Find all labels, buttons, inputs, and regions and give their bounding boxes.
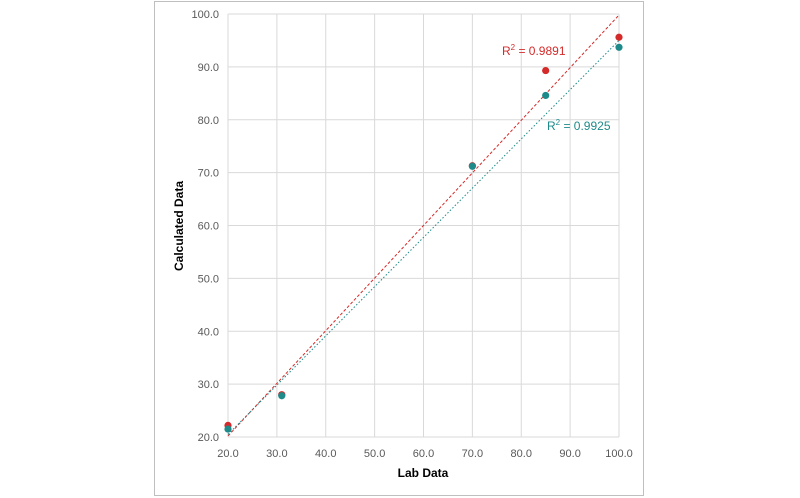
x-tick-label: 100.0	[605, 448, 633, 460]
data-point	[224, 425, 232, 433]
chart-frame	[154, 1, 644, 496]
y-tick-label: 70.0	[198, 168, 219, 180]
x-tick-label: 50.0	[364, 448, 385, 460]
data-point	[278, 392, 286, 400]
y-tick-label: 80.0	[198, 115, 219, 127]
y-tick-label: 100.0	[191, 9, 219, 21]
data-point	[542, 66, 550, 75]
x-tick-label: 60.0	[413, 448, 434, 460]
x-tick-label: 30.0	[266, 448, 287, 460]
y-tick-label: 90.0	[198, 62, 219, 74]
data-point	[615, 43, 623, 51]
x-tick-label: 90.0	[559, 448, 580, 460]
gridlines	[227, 13, 620, 438]
trendline-1	[227, 40, 620, 435]
r2-label-teal: R2 = 0.9925	[547, 118, 611, 133]
x-axis-title: Lab Data	[398, 466, 449, 480]
data-points	[224, 33, 623, 433]
y-tick-label: 60.0	[198, 221, 219, 233]
y-axis-title: Calculated Data	[172, 181, 186, 271]
trendlines	[227, 14, 620, 437]
r2-label-red: R2 = 0.9891	[502, 43, 566, 58]
tick-labels: 20.0 30.0 40.0 50.0 60.0 70.0 80.0 90.0 100.0 20.…	[191, 9, 632, 460]
y-tick-label: 20.0	[198, 432, 219, 444]
data-point	[468, 162, 476, 170]
trendline-0	[227, 14, 620, 437]
x-tick-label: 80.0	[511, 448, 532, 460]
y-tick-label: 30.0	[198, 379, 219, 391]
x-tick-label: 70.0	[462, 448, 483, 460]
x-tick-label: 40.0	[315, 448, 336, 460]
x-tick-label: 20.0	[217, 448, 238, 460]
data-point	[542, 91, 550, 100]
y-tick-label: 50.0	[198, 273, 219, 285]
data-point	[615, 33, 623, 41]
y-tick-label: 40.0	[198, 326, 219, 338]
